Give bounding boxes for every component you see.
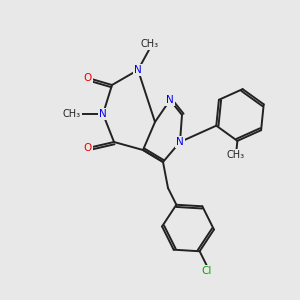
Text: CH₃: CH₃ — [63, 109, 81, 119]
Text: O: O — [84, 73, 92, 83]
Text: Cl: Cl — [202, 266, 212, 276]
Text: CH₃: CH₃ — [141, 39, 159, 49]
Text: O: O — [84, 143, 92, 153]
Text: N: N — [176, 137, 184, 147]
Text: N: N — [99, 109, 107, 119]
Text: N: N — [166, 95, 174, 105]
Text: N: N — [134, 65, 142, 75]
Text: CH₃: CH₃ — [226, 150, 244, 160]
